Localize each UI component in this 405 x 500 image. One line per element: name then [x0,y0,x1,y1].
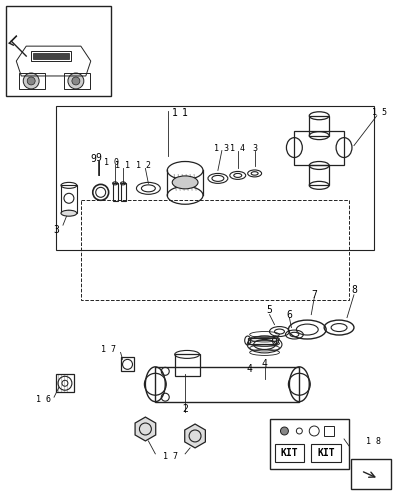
Polygon shape [33,53,69,59]
Text: 2: 2 [182,404,188,414]
Bar [274,444,304,462]
Text: 5: 5 [266,304,272,314]
Circle shape [72,77,80,85]
Bar [19,73,45,89]
Text: 1 7: 1 7 [162,452,177,462]
Ellipse shape [172,176,198,189]
Bar [175,354,200,376]
Text: 4: 4 [246,364,252,374]
Polygon shape [135,417,156,441]
Bar [311,444,340,462]
Text: 4: 4 [261,360,267,370]
Text: 1 5: 1 5 [371,108,386,118]
Bar [56,106,373,250]
Text: 1 4: 1 4 [230,144,245,153]
Text: 1: 1 [182,108,188,118]
Bar [155,368,298,402]
Text: 6: 6 [286,310,292,320]
Bar [120,184,125,202]
Text: 1: 1 [172,108,178,118]
Text: 1 0: 1 0 [104,158,119,167]
Bar [61,186,77,213]
Text: 1 1: 1 1 [115,161,130,170]
Text: 3: 3 [53,225,59,235]
Circle shape [27,77,35,85]
Bar [269,419,348,469]
Text: 1 6: 1 6 [36,394,51,404]
Text: KIT: KIT [280,448,298,458]
Bar [294,130,343,166]
Text: 1 2: 1 2 [136,161,151,170]
Bar [56,374,74,392]
Bar [120,358,134,372]
Text: 9: 9 [96,152,101,162]
Bar [112,184,117,202]
Ellipse shape [61,210,77,216]
Text: 3: 3 [252,144,256,153]
Bar [309,166,328,186]
Text: 9: 9 [91,154,96,164]
Bar [247,338,275,344]
Bar [309,116,328,136]
Bar [64,73,90,89]
Circle shape [68,73,83,89]
Bar [350,459,390,488]
Text: 1 3: 1 3 [214,144,229,153]
Bar [6,6,111,96]
Circle shape [23,73,39,89]
Text: 8: 8 [350,285,356,295]
Bar [323,426,333,436]
Bar [81,200,348,300]
Text: KIT: KIT [317,448,334,458]
Text: 1 7: 1 7 [101,345,116,354]
Text: 1 8: 1 8 [365,438,380,446]
Text: 7: 7 [311,290,316,300]
Polygon shape [184,424,205,448]
Circle shape [280,427,288,435]
